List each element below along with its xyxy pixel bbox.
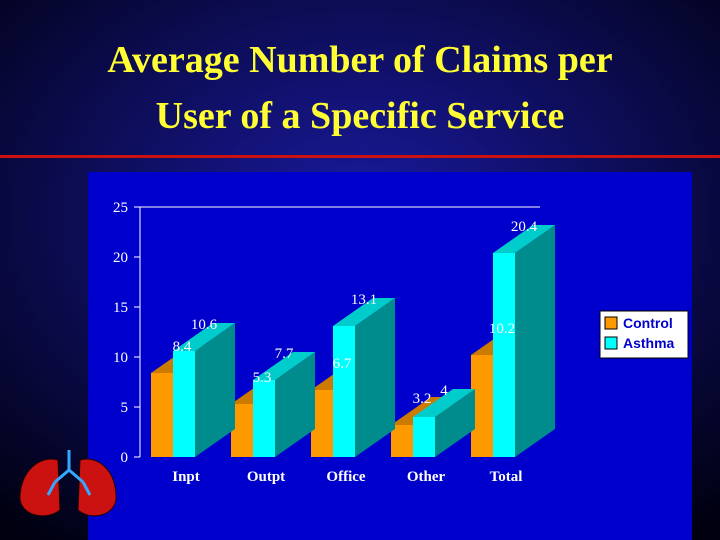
bar <box>333 326 355 457</box>
x-tick-label: Outpt <box>247 469 285 485</box>
bar <box>151 373 173 457</box>
value-label: 4 <box>440 383 448 399</box>
legend-swatch <box>604 336 618 350</box>
x-tick-label: Inpt <box>172 469 200 485</box>
value-label: 7.7 <box>275 346 294 362</box>
title-rule <box>0 155 720 158</box>
x-tick-label: Office <box>326 469 365 485</box>
bar-side <box>275 352 315 457</box>
legend-swatch <box>604 316 618 330</box>
value-label: 10.2 <box>489 321 515 337</box>
value-label: 3.2 <box>413 391 432 407</box>
bar <box>391 425 413 457</box>
bar-top <box>333 298 395 326</box>
chart: 0 5 10 15 20 25 Inpt Outpt Office Other Total 8.4 5.… <box>113 200 555 485</box>
legend-label: Control <box>623 315 673 331</box>
bar <box>253 380 275 457</box>
y-tick-label: 25 <box>113 200 128 216</box>
bar-side <box>435 389 475 457</box>
bar-top <box>493 225 555 253</box>
legend: Control Asthma <box>599 310 689 359</box>
y-tick-label: 5 <box>121 400 129 416</box>
bar <box>311 390 333 457</box>
bar <box>471 355 493 457</box>
lungs-icon <box>19 450 117 517</box>
y-tick-label: 0 <box>121 450 129 466</box>
bar <box>173 351 195 457</box>
value-label: 6.7 <box>333 356 352 372</box>
x-tick-label: Total <box>490 469 523 485</box>
bar-top <box>173 323 235 351</box>
value-label: 10.6 <box>191 317 218 333</box>
y-tick-label: 15 <box>113 300 128 316</box>
value-label: 8.4 <box>173 339 192 355</box>
bar <box>493 253 515 457</box>
x-tick-label: Other <box>407 469 446 485</box>
y-tick-label: 10 <box>113 350 128 366</box>
bar-side <box>515 225 555 457</box>
bar-side <box>355 298 395 457</box>
y-tick-label: 20 <box>113 250 128 266</box>
bar <box>231 404 253 457</box>
bar-top <box>413 389 475 417</box>
legend-label: Asthma <box>623 335 675 351</box>
title-line: Average Number of Claims per <box>107 39 612 81</box>
bar-top <box>253 352 315 380</box>
value-label: 5.3 <box>253 370 272 386</box>
bar <box>413 417 435 457</box>
value-label: 13.1 <box>351 292 377 308</box>
bar-side <box>195 323 235 457</box>
value-label: 20.4 <box>511 219 538 235</box>
title-line: User of a Specific Service <box>156 95 565 137</box>
